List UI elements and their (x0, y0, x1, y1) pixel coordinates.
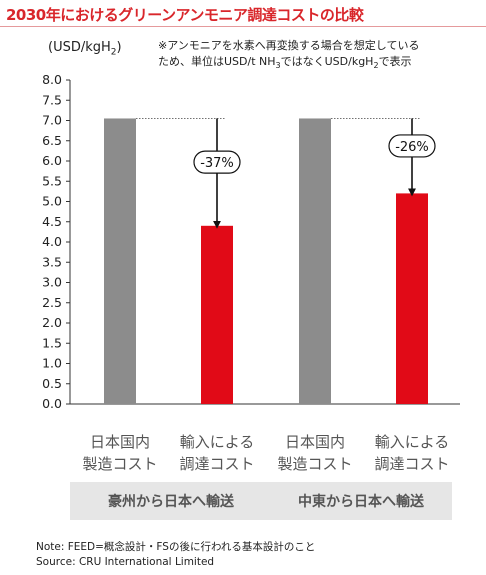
bar-label-line1: 輸入による (375, 433, 450, 451)
bar-label-line2: 調達コスト (179, 455, 254, 473)
footnote-note: Note: FEED=概念設計・FSの後に行われる基本設計のこと (36, 541, 316, 553)
group-box (70, 482, 272, 520)
reduction-badge (388, 134, 436, 158)
y-tick-label: 5.5 (42, 173, 62, 188)
y-tick-label: 3.0 (42, 275, 62, 290)
y-tick-label: 3.5 (42, 254, 62, 269)
chart-title: 2030年におけるグリーンアンモニア調達コストの比較 (6, 6, 364, 24)
y-tick-label: 5.0 (42, 194, 62, 209)
bar (396, 193, 428, 404)
y-tick-label: 2.0 (42, 315, 62, 330)
reduction-badge (193, 150, 241, 174)
y-tick-label: 0.5 (42, 376, 62, 391)
bar-label-line2: 製造コスト (277, 455, 352, 473)
y-tick-label: 4.0 (42, 234, 62, 249)
y-tick-label: 6.5 (42, 133, 62, 148)
y-tick-label: 8.0 (42, 72, 62, 87)
reduction-label: -26% (395, 140, 429, 155)
group-box (270, 482, 452, 520)
bar-label-line1: 日本国内 (285, 433, 345, 451)
unit-note-line2: ため、単位はUSD/t NH3ではなくUSD/kgH2で表示 (158, 55, 412, 71)
unit-note-line1: ※アンモニアを水素へ再変換する場合を想定している (158, 39, 420, 52)
y-tick-label: 6.0 (42, 153, 62, 168)
group-label: 中東から日本へ輸送 (298, 493, 425, 510)
reduction-label: -37% (200, 156, 234, 171)
bar (201, 225, 233, 404)
bar (104, 118, 136, 404)
bar-label-line2: 調達コスト (374, 455, 449, 473)
group-label: 豪州から日本へ輸送 (108, 493, 235, 510)
bar-label-line2: 製造コスト (82, 455, 157, 473)
y-tick-label: 1.5 (42, 335, 62, 350)
title-divider (0, 26, 486, 27)
y-tick-label: 7.0 (42, 113, 62, 128)
y-tick-label: 1.0 (42, 356, 62, 371)
bar-label-line1: 日本国内 (90, 433, 150, 451)
bar-label-line1: 輸入による (180, 433, 255, 451)
y-tick-label: 2.5 (42, 295, 62, 310)
y-tick-label: 7.5 (42, 92, 62, 107)
bar (299, 118, 331, 404)
y-axis-unit: (USD/kgH2) (48, 40, 122, 58)
y-tick-label: 0.0 (42, 396, 62, 411)
footnote-source: Source: CRU International Limited (36, 556, 215, 568)
y-tick-label: 4.5 (42, 214, 62, 229)
unit-note: ※アンモニアを水素へ再変換する場合を想定している ため、単位はUSD/t NH3… (158, 38, 419, 74)
